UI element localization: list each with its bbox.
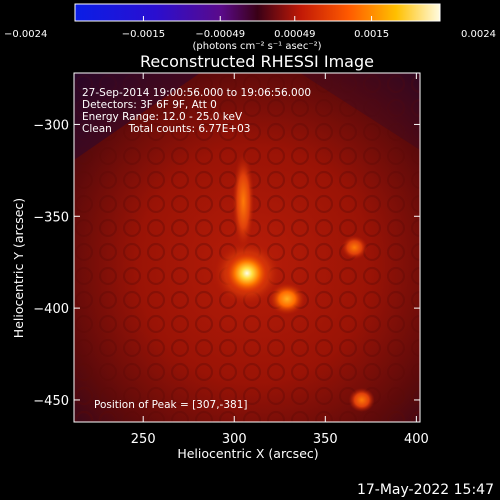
generation-date: 17-May-2022 15:47 xyxy=(357,482,494,498)
y-tick-label: −400 xyxy=(33,302,69,317)
secondary-source xyxy=(269,282,306,315)
y-tick-labels: −300 −350 −400 −450 xyxy=(33,118,69,409)
y-tick-label: −450 xyxy=(33,394,69,409)
x-tick-label: 350 xyxy=(313,432,338,447)
x-tick-labels: 250 300 350 400 xyxy=(131,432,429,447)
x-tick-label: 400 xyxy=(404,432,429,447)
detectors-text: Detectors: 3F 6F 9F, Att 0 xyxy=(82,99,217,111)
faint-source xyxy=(348,387,375,412)
colorbar xyxy=(74,3,441,22)
colorbar-tick-label: −0.00049 xyxy=(195,29,245,40)
colorbar-tick-label: 0.0015 xyxy=(354,29,389,40)
elongated-source xyxy=(232,153,255,250)
chart-title: Reconstructed RHESSI Image xyxy=(140,52,374,71)
peak-source xyxy=(225,252,269,295)
colorbar-tick-label: −0.0015 xyxy=(122,29,165,40)
x-axis-label: Heliocentric X (arcsec) xyxy=(177,446,318,461)
clean-total-text: Clean Total counts: 6.77E+03 xyxy=(82,123,251,135)
faint-source xyxy=(341,235,368,260)
plot-frame xyxy=(73,72,421,423)
energy-range-text: Energy Range: 12.0 - 25.0 keV xyxy=(82,111,243,123)
heatmap-image xyxy=(74,73,420,422)
colorbar-label: (photons cm⁻² s⁻¹ asec⁻²) xyxy=(192,41,321,52)
peak-position-text: Position of Peak = [307,-381] xyxy=(94,399,248,411)
y-tick-label: −350 xyxy=(33,210,69,225)
y-tick-label: −300 xyxy=(33,118,69,133)
colorbar-tick-label: 0.0024 xyxy=(461,29,496,40)
colorbar-tick-label: 0.00049 xyxy=(274,29,315,40)
time-range-text: 27-Sep-2014 19:00:56.000 to 19:06:56.000 xyxy=(82,87,311,99)
colorbar-tick-label: −0.0024 xyxy=(4,29,47,40)
y-axis-label: Heliocentric Y (arcsec) xyxy=(11,198,26,338)
axis-ticks xyxy=(74,73,420,422)
x-tick-label: 300 xyxy=(222,432,247,447)
x-tick-label: 250 xyxy=(131,432,156,447)
colorbar-ticks: −0.0024 −0.0015 −0.00049 0.00049 0.0015 0.002… xyxy=(4,16,496,40)
